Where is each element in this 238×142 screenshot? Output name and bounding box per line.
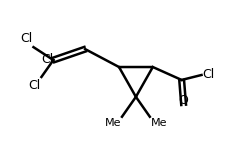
Text: Cl: Cl: [41, 54, 53, 66]
Text: Me: Me: [151, 118, 167, 128]
Text: Cl: Cl: [203, 68, 215, 82]
Text: O: O: [179, 94, 188, 107]
Text: Cl: Cl: [28, 79, 40, 92]
Text: Cl: Cl: [20, 32, 32, 45]
Text: Me: Me: [104, 118, 121, 128]
